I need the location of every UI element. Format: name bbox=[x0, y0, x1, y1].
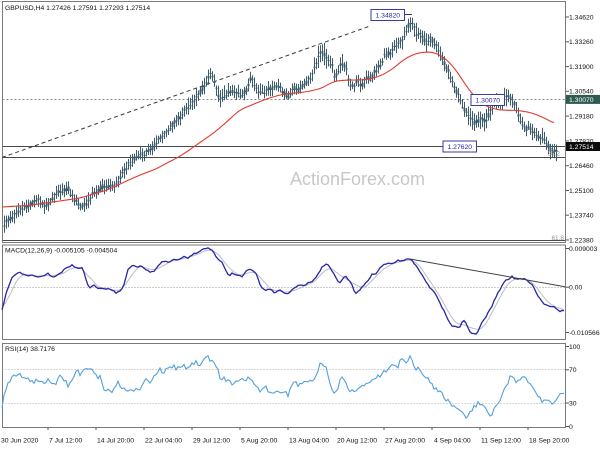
svg-text:5 Aug 20:00: 5 Aug 20:00 bbox=[241, 438, 278, 445]
svg-text:0: 0 bbox=[569, 424, 573, 431]
svg-text:1.33260: 1.33260 bbox=[569, 39, 594, 46]
svg-text:1.27820: 1.27820 bbox=[569, 138, 594, 145]
svg-text:100: 100 bbox=[569, 344, 581, 351]
svg-text:29 Jul 12:00: 29 Jul 12:00 bbox=[193, 438, 230, 445]
svg-text:20 Aug 12:00: 20 Aug 12:00 bbox=[337, 438, 377, 445]
svg-text:22 Jul 04:00: 22 Jul 04:00 bbox=[145, 438, 182, 445]
svg-text:1.23740: 1.23740 bbox=[569, 213, 594, 220]
svg-text:1.34620: 1.34620 bbox=[569, 14, 594, 21]
svg-text:1.31900: 1.31900 bbox=[569, 64, 594, 71]
svg-text:1.27620: 1.27620 bbox=[448, 144, 473, 151]
svg-text:30: 30 bbox=[569, 400, 577, 407]
svg-text:13 Aug 04:00: 13 Aug 04:00 bbox=[289, 438, 329, 445]
svg-text:1.30070: 1.30070 bbox=[476, 98, 501, 105]
svg-text:70: 70 bbox=[569, 367, 577, 374]
svg-text:1.34820: 1.34820 bbox=[376, 13, 401, 20]
svg-text:1.27514: 1.27514 bbox=[569, 144, 594, 151]
svg-text:30 Jun 2020: 30 Jun 2020 bbox=[1, 438, 39, 445]
svg-text:1.29180: 1.29180 bbox=[569, 114, 594, 121]
svg-text:0.009003: 0.009003 bbox=[569, 246, 598, 253]
svg-text:1.30540: 1.30540 bbox=[569, 89, 594, 96]
svg-text:-0.010566: -0.010566 bbox=[569, 330, 600, 337]
svg-text:0.00: 0.00 bbox=[569, 285, 582, 292]
svg-text:14 Jul 20:00: 14 Jul 20:00 bbox=[97, 438, 134, 445]
svg-text:1.25100: 1.25100 bbox=[569, 188, 594, 195]
svg-text:4 Sep 04:00: 4 Sep 04:00 bbox=[434, 438, 471, 445]
svg-text:ActionForex.com: ActionForex.com bbox=[290, 169, 425, 189]
svg-text:18 Sep 20:00: 18 Sep 20:00 bbox=[529, 438, 570, 445]
svg-text:GBPUSD,H4 1.27426 1.27591 1.2: GBPUSD,H4 1.27426 1.27591 1.27293 1.2751… bbox=[5, 5, 150, 12]
svg-text:1.30070: 1.30070 bbox=[569, 97, 594, 104]
svg-text:27 Aug 20:00: 27 Aug 20:00 bbox=[385, 438, 425, 445]
svg-text:1.22380: 1.22380 bbox=[569, 237, 594, 244]
svg-text:38.2: 38.2 bbox=[548, 151, 561, 158]
svg-text:61.8: 61.8 bbox=[552, 235, 565, 242]
svg-text:7 Jul 12:00: 7 Jul 12:00 bbox=[49, 438, 82, 445]
svg-text:MACD(12,26,9) -0.005105 -0.004: MACD(12,26,9) -0.005105 -0.004504 bbox=[5, 248, 117, 255]
svg-text:1.26460: 1.26460 bbox=[569, 163, 594, 170]
svg-text:11 Sep 12:00: 11 Sep 12:00 bbox=[481, 438, 521, 445]
svg-text:RSI(14) 38.7176: RSI(14) 38.7176 bbox=[5, 346, 55, 353]
